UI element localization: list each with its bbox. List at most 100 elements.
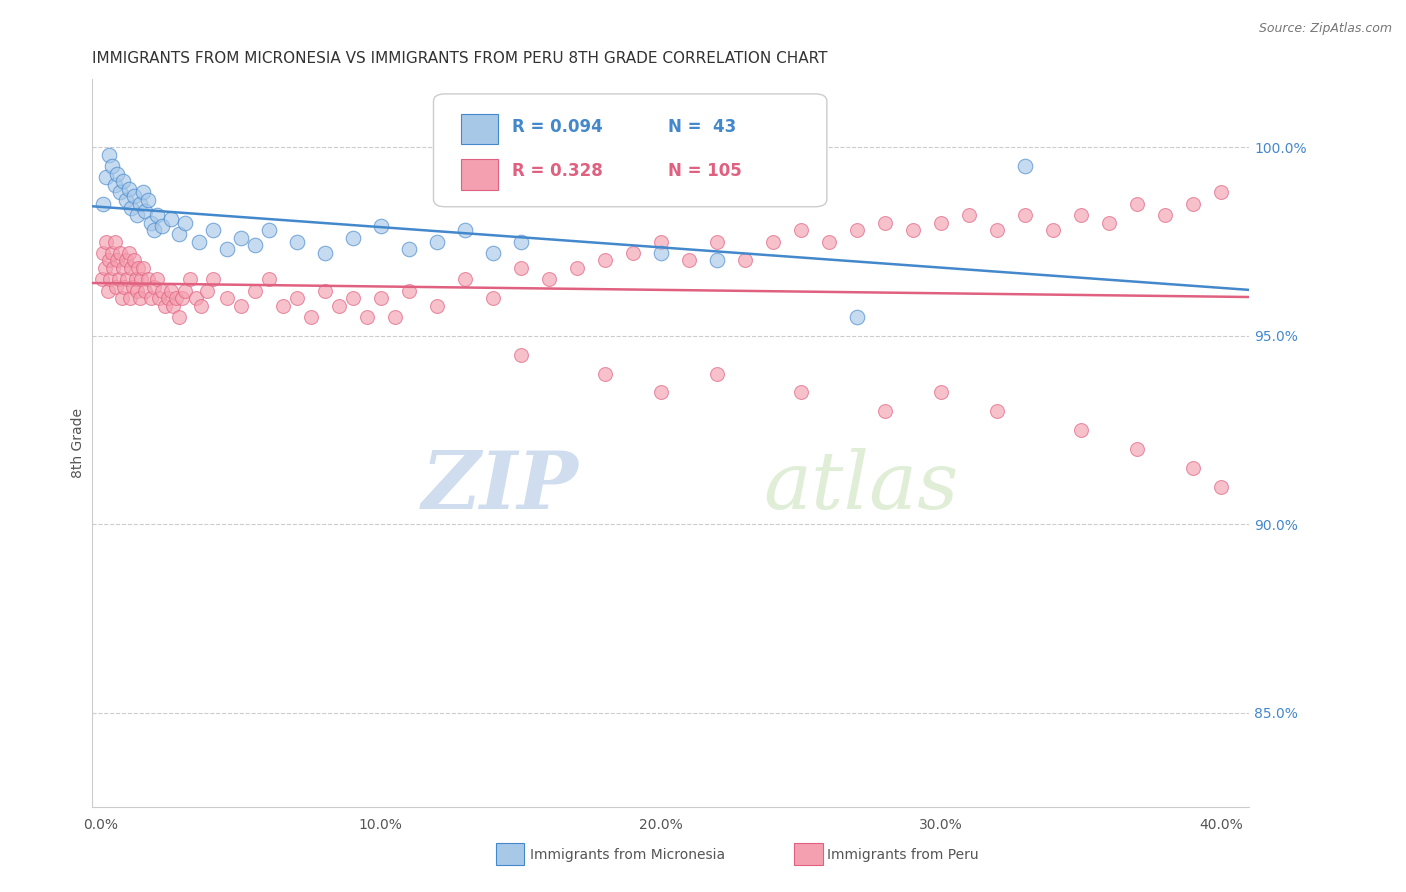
Text: Immigrants from Peru: Immigrants from Peru bbox=[827, 847, 979, 862]
Point bbox=[98, 148, 121, 162]
Point bbox=[537, 272, 560, 286]
Point bbox=[243, 284, 266, 298]
Point bbox=[257, 223, 280, 237]
Point bbox=[100, 272, 122, 286]
Text: N =  43: N = 43 bbox=[668, 119, 737, 136]
Point bbox=[122, 253, 145, 268]
Point bbox=[120, 201, 142, 215]
Text: N = 105: N = 105 bbox=[668, 162, 742, 180]
Point bbox=[120, 260, 142, 275]
Point bbox=[201, 223, 224, 237]
Point bbox=[167, 310, 190, 324]
Point bbox=[873, 216, 896, 230]
Bar bbox=[461, 159, 498, 190]
Point bbox=[121, 280, 143, 294]
Point bbox=[986, 404, 1008, 418]
Point bbox=[114, 253, 136, 268]
Point bbox=[112, 280, 135, 294]
Point bbox=[104, 178, 127, 192]
Point bbox=[187, 235, 209, 249]
Point bbox=[593, 367, 616, 381]
Text: atlas: atlas bbox=[763, 449, 959, 525]
Point bbox=[131, 186, 153, 200]
Point bbox=[229, 231, 252, 245]
Point bbox=[101, 159, 124, 173]
Point bbox=[184, 291, 207, 305]
Point bbox=[91, 272, 114, 286]
Point bbox=[342, 291, 364, 305]
Point bbox=[426, 235, 449, 249]
Point bbox=[93, 245, 115, 260]
Point bbox=[1014, 208, 1036, 222]
Bar bbox=[794, 843, 823, 865]
Point bbox=[706, 235, 728, 249]
Point bbox=[1070, 423, 1092, 437]
Point bbox=[105, 280, 128, 294]
Point bbox=[108, 186, 131, 200]
Point bbox=[398, 284, 420, 298]
Text: Source: ZipAtlas.com: Source: ZipAtlas.com bbox=[1258, 22, 1392, 36]
Point bbox=[846, 310, 869, 324]
Point bbox=[139, 291, 162, 305]
Point bbox=[621, 245, 644, 260]
Point bbox=[398, 242, 420, 256]
Point bbox=[1126, 442, 1149, 456]
Point bbox=[165, 291, 187, 305]
Point bbox=[957, 208, 980, 222]
Point bbox=[115, 272, 138, 286]
Point bbox=[105, 167, 128, 181]
Point bbox=[215, 242, 238, 256]
Point bbox=[114, 193, 136, 207]
Y-axis label: 8th Grade: 8th Grade bbox=[72, 409, 86, 478]
Point bbox=[134, 284, 156, 298]
Point bbox=[125, 208, 148, 222]
Point bbox=[762, 235, 785, 249]
Point bbox=[1211, 186, 1233, 200]
Point bbox=[150, 219, 173, 234]
Point bbox=[509, 260, 531, 275]
Point bbox=[94, 260, 117, 275]
Text: R = 0.094: R = 0.094 bbox=[512, 119, 603, 136]
Point bbox=[509, 348, 531, 362]
Text: ZIP: ZIP bbox=[422, 449, 578, 525]
Point bbox=[108, 245, 131, 260]
Point bbox=[873, 404, 896, 418]
Point bbox=[356, 310, 378, 324]
Point bbox=[384, 310, 406, 324]
Point bbox=[195, 284, 218, 298]
Point bbox=[159, 284, 181, 298]
Point bbox=[125, 284, 148, 298]
Point bbox=[901, 223, 924, 237]
Point bbox=[229, 299, 252, 313]
Point bbox=[101, 245, 124, 260]
Point bbox=[93, 196, 115, 211]
Point bbox=[846, 223, 869, 237]
Point bbox=[122, 189, 145, 203]
Point bbox=[136, 193, 159, 207]
Point bbox=[481, 245, 503, 260]
Point bbox=[96, 235, 118, 249]
Point bbox=[1098, 216, 1121, 230]
Point bbox=[328, 299, 350, 313]
Point bbox=[1042, 223, 1064, 237]
Point bbox=[156, 291, 179, 305]
Point bbox=[97, 284, 120, 298]
Point bbox=[128, 291, 150, 305]
Point bbox=[142, 280, 165, 294]
Point bbox=[426, 299, 449, 313]
Point bbox=[142, 223, 165, 237]
Point bbox=[986, 223, 1008, 237]
FancyBboxPatch shape bbox=[433, 94, 827, 207]
Point bbox=[145, 272, 167, 286]
Point bbox=[139, 216, 162, 230]
Point bbox=[136, 272, 159, 286]
Point bbox=[111, 260, 134, 275]
Point bbox=[593, 253, 616, 268]
Point bbox=[1126, 196, 1149, 211]
Point bbox=[162, 299, 184, 313]
Point bbox=[650, 385, 672, 400]
Point bbox=[1211, 480, 1233, 494]
Point bbox=[98, 253, 121, 268]
Point bbox=[481, 291, 503, 305]
Point bbox=[117, 182, 139, 196]
